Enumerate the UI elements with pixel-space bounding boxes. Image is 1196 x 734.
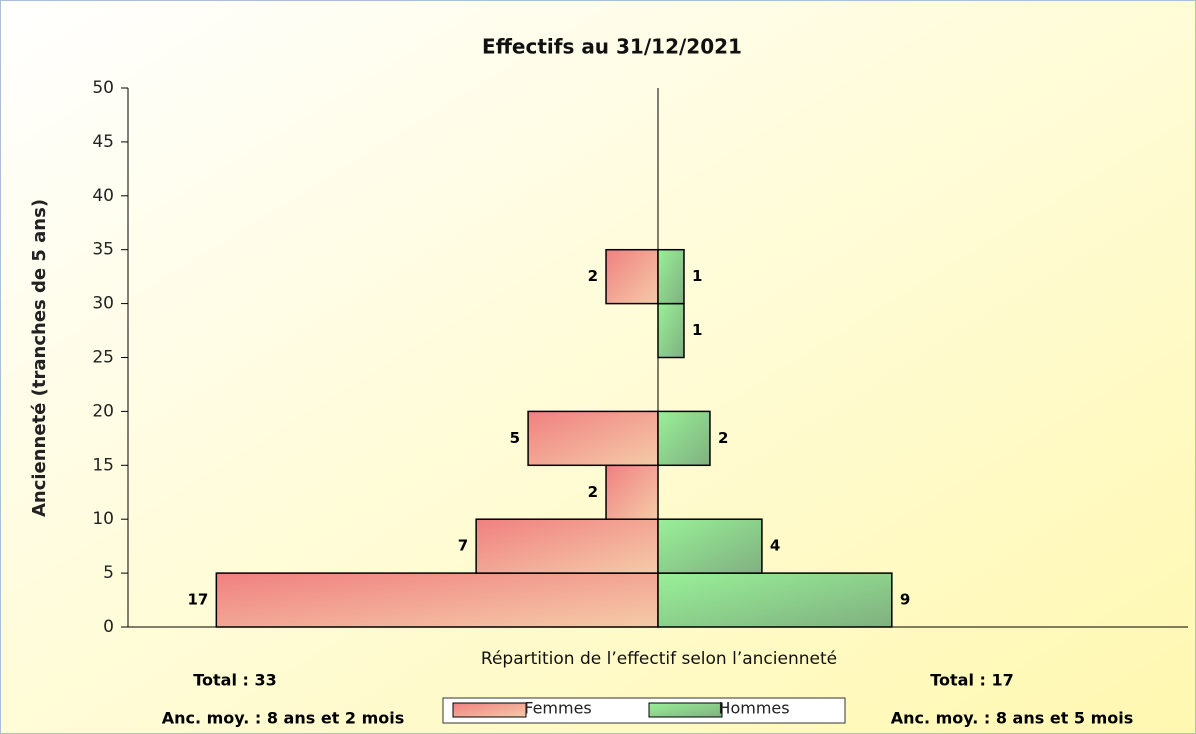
data-label: 2 [718, 429, 728, 447]
data-label: 17 [187, 591, 208, 609]
bar [605, 464, 659, 520]
legend-swatch [648, 702, 723, 718]
data-label: 2 [588, 267, 598, 285]
y-tick-label: 30 [92, 294, 114, 314]
y-tick-label: 0 [103, 617, 114, 637]
data-label: 1 [692, 267, 702, 285]
data-label: 7 [458, 537, 468, 555]
data-label: 1 [692, 321, 702, 339]
bar [657, 572, 893, 628]
bar [527, 410, 659, 467]
y-tick-label: 35 [92, 240, 114, 260]
legend-label: Femmes [524, 699, 592, 718]
data-label: 2 [588, 483, 598, 501]
data-label: 4 [770, 537, 780, 555]
y-tick-label: 25 [92, 348, 114, 368]
chart-title: Effectifs au 31/12/2021 [482, 35, 742, 59]
total-left: Total : 33 [193, 671, 277, 690]
bar [605, 248, 659, 305]
total-right: Total : 17 [930, 671, 1014, 690]
y-tick-label: 5 [103, 563, 114, 583]
data-label: 9 [900, 591, 910, 609]
y-tick-label: 15 [92, 455, 114, 475]
average-left: Anc. moy. : 8 ans et 2 mois [162, 709, 405, 728]
average-right: Anc. moy. : 8 ans et 5 mois [891, 709, 1134, 728]
y-tick-label: 45 [92, 132, 114, 152]
bar [657, 518, 763, 574]
y-tick-label: 50 [92, 78, 114, 98]
bar [657, 410, 711, 467]
bar [475, 518, 659, 574]
bar [215, 572, 659, 628]
y-axis-label: Ancienneté (tranches de 5 ans) [29, 199, 50, 517]
bar [657, 248, 685, 305]
data-label: 5 [510, 429, 520, 447]
y-tick-label: 40 [92, 186, 114, 206]
x-axis-label: Répartition de l’effectif selon l’ancien… [481, 649, 837, 669]
legend-label: Hommes [718, 699, 789, 718]
bar [657, 302, 685, 359]
y-tick-label: 20 [92, 401, 114, 421]
legend-swatch [452, 702, 527, 718]
y-tick-label: 10 [92, 509, 114, 529]
